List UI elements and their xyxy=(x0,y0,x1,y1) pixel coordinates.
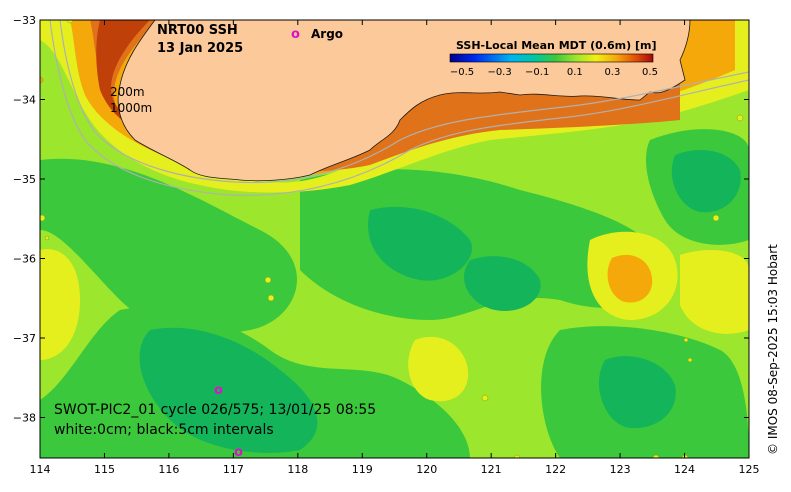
shelf-band-red xyxy=(96,20,170,140)
y-tick-label: −38 xyxy=(13,412,36,425)
title-line-2: 13 Jan 2025 xyxy=(157,41,243,56)
isobath-200m-line xyxy=(59,20,749,184)
sea-feature-dark xyxy=(671,150,741,213)
colorbar-tick-label: 0.1 xyxy=(567,67,583,78)
x-tick-label: 117 xyxy=(223,463,244,476)
sea-feature-dark xyxy=(139,327,318,453)
x-axis: 114 115 116 117 118 119 120 121 122 123 124 125 xyxy=(30,20,760,476)
sea-feature-dark xyxy=(464,256,541,311)
colorbar-tick-label: −0.3 xyxy=(487,67,511,78)
swath-info-line-2: white:0cm; black:5cm intervals xyxy=(54,422,274,438)
credit-label: © IMOS 08-Sep-2025 15:03 Hobart xyxy=(766,244,780,455)
drifter-markers xyxy=(40,20,744,458)
isobath-label-1000m: 1000m xyxy=(110,101,152,115)
colorbar-tick-label: 0.3 xyxy=(604,67,620,78)
x-tick-label: 116 xyxy=(158,463,179,476)
sea-feature-green xyxy=(300,169,662,320)
x-tick-label: 122 xyxy=(545,463,566,476)
argo-legend-marker: o xyxy=(291,27,300,42)
x-tick-label: 123 xyxy=(610,463,631,476)
colorbar xyxy=(449,53,654,63)
x-tick-label: 118 xyxy=(287,463,308,476)
colorbar-tick-label: −0.1 xyxy=(525,67,549,78)
sea-feature-green xyxy=(40,158,298,334)
title-line-1: NRT00 SSH xyxy=(157,23,238,38)
x-tick-label: 119 xyxy=(352,463,373,476)
sea-feature-yellow xyxy=(40,249,80,360)
map-plot-area xyxy=(40,20,749,458)
y-axis: −33 −34 −35 −36 −37 −38 xyxy=(13,14,749,425)
colorbar-tick-label: 0.5 xyxy=(642,67,658,78)
swath-info-line-1: SWOT-PIC2_01 cycle 026/575; 13/01/25 08:… xyxy=(54,402,376,418)
y-tick-label: −33 xyxy=(13,14,36,27)
sea-feature-dark xyxy=(599,356,676,429)
y-tick-label: −36 xyxy=(13,253,36,266)
y-tick-label: −34 xyxy=(13,94,36,107)
isobath-1000m-line xyxy=(49,20,749,196)
x-tick-label: 115 xyxy=(94,463,115,476)
sea-feature-orange xyxy=(607,254,653,303)
sea-feature-dark xyxy=(368,206,472,281)
x-tick-label: 125 xyxy=(739,463,760,476)
plot-frame xyxy=(39,19,750,459)
argo-legend-label: Argo xyxy=(311,27,343,41)
isobath-label-200m: 200m xyxy=(110,85,145,99)
argo-float-marker: o xyxy=(234,445,243,460)
argo-float-marker: o xyxy=(214,383,223,398)
x-tick-label: 121 xyxy=(481,463,502,476)
x-tick-label: 114 xyxy=(30,463,51,476)
x-tick-label: 120 xyxy=(416,463,437,476)
x-tick-label: 124 xyxy=(674,463,695,476)
colorbar-tick-label: −0.5 xyxy=(450,67,474,78)
y-tick-label: −37 xyxy=(13,332,36,345)
y-tick-label: −35 xyxy=(13,173,36,186)
sea-feature-yellow xyxy=(408,336,469,402)
colorbar-ticks: −0.5 −0.3 −0.1 0.1 0.3 0.5 xyxy=(450,67,658,78)
sea-feature-yellow xyxy=(680,250,749,334)
colorbar-title: SSH-Local Mean MDT (0.6m) [m] xyxy=(456,39,656,52)
